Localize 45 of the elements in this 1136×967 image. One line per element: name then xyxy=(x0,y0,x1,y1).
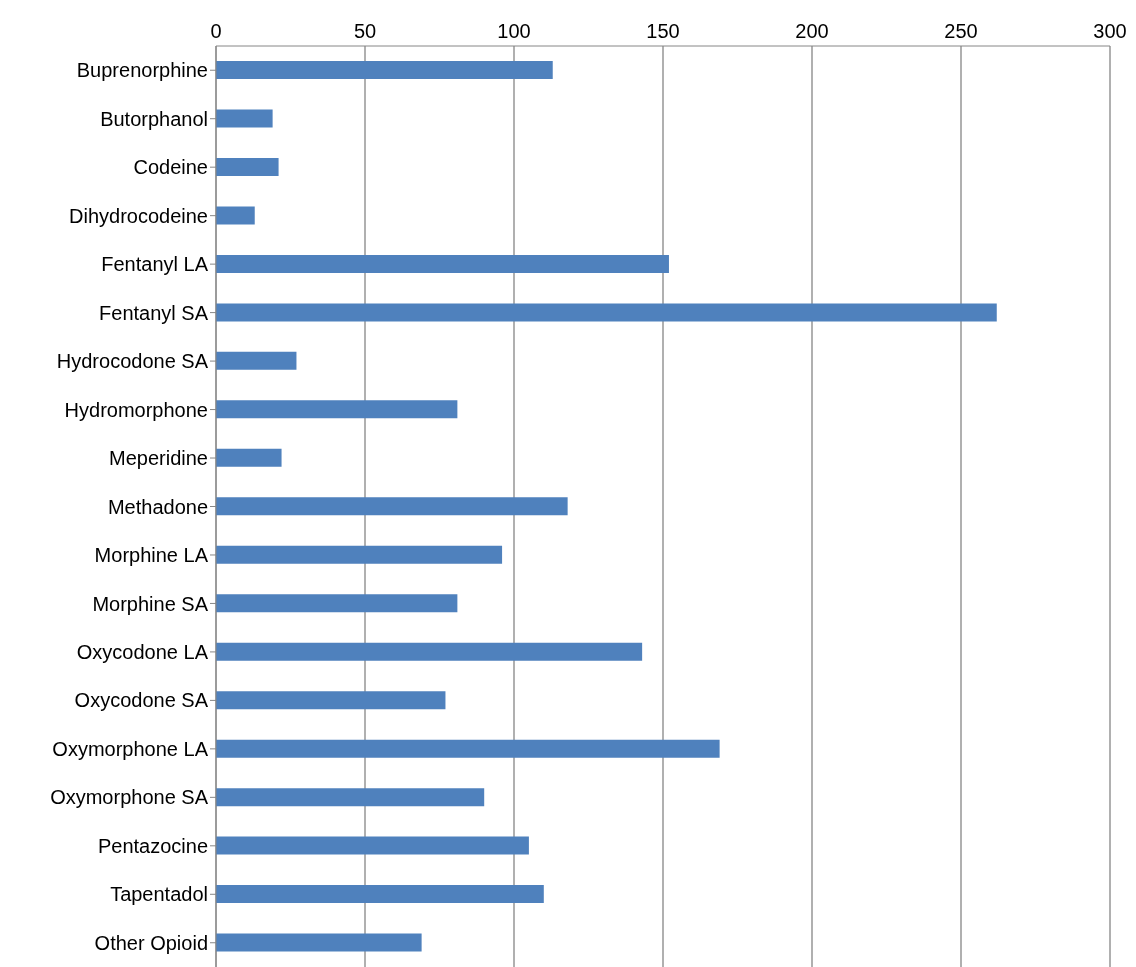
y-tick-label: Fentanyl SA xyxy=(99,301,209,324)
y-tick-label: Oxycodone SA xyxy=(74,689,209,712)
x-tick-label: 0 xyxy=(210,20,222,42)
bar xyxy=(216,642,643,661)
y-tick-label: Oxymorphone LA xyxy=(52,737,209,760)
y-tick-label: Morphine LA xyxy=(94,544,209,567)
y-tick-label: Pentazocine xyxy=(97,834,208,857)
y-tick-label: Codeine xyxy=(133,156,208,179)
bar xyxy=(216,933,422,952)
y-tick-label: Hydrocodone SA xyxy=(56,350,209,373)
bar xyxy=(216,157,279,176)
x-tick-label: 250 xyxy=(944,20,978,42)
bar xyxy=(216,448,282,467)
bar xyxy=(216,545,503,564)
y-tick-label: Methadone xyxy=(107,495,208,518)
y-tick-label: Meperidine xyxy=(109,447,208,470)
bar xyxy=(216,497,568,516)
bar xyxy=(216,303,997,322)
y-tick-label: Oxycodone LA xyxy=(76,641,209,664)
bar xyxy=(216,836,529,855)
bar xyxy=(216,594,458,613)
y-tick-label: Butorphanol xyxy=(100,107,208,130)
y-tick-label: Other Opioid xyxy=(94,931,208,954)
x-tick-label: 200 xyxy=(795,20,829,42)
y-tick-label: Oxymorphone SA xyxy=(50,786,209,809)
bar xyxy=(216,400,458,419)
y-tick-label: Dihydrocodeine xyxy=(69,204,208,227)
bar xyxy=(216,351,297,370)
y-tick-label: Hydromorphone xyxy=(64,398,208,421)
y-tick-label: Morphine SA xyxy=(92,592,209,615)
bar xyxy=(216,109,273,128)
y-tick-label: Fentanyl LA xyxy=(101,253,209,276)
x-tick-label: 100 xyxy=(497,20,531,42)
bar xyxy=(216,61,553,80)
bar xyxy=(216,691,446,710)
x-tick-label: 300 xyxy=(1093,20,1127,42)
bar xyxy=(216,739,720,758)
bar xyxy=(216,788,485,807)
y-tick-label: Tapentadol xyxy=(110,883,208,906)
x-tick-label: 150 xyxy=(646,20,680,42)
bar xyxy=(216,206,255,225)
y-tick-label: Buprenorphine xyxy=(76,59,208,82)
x-tick-label: 50 xyxy=(353,20,377,42)
bar xyxy=(216,254,669,273)
bar xyxy=(216,885,544,904)
